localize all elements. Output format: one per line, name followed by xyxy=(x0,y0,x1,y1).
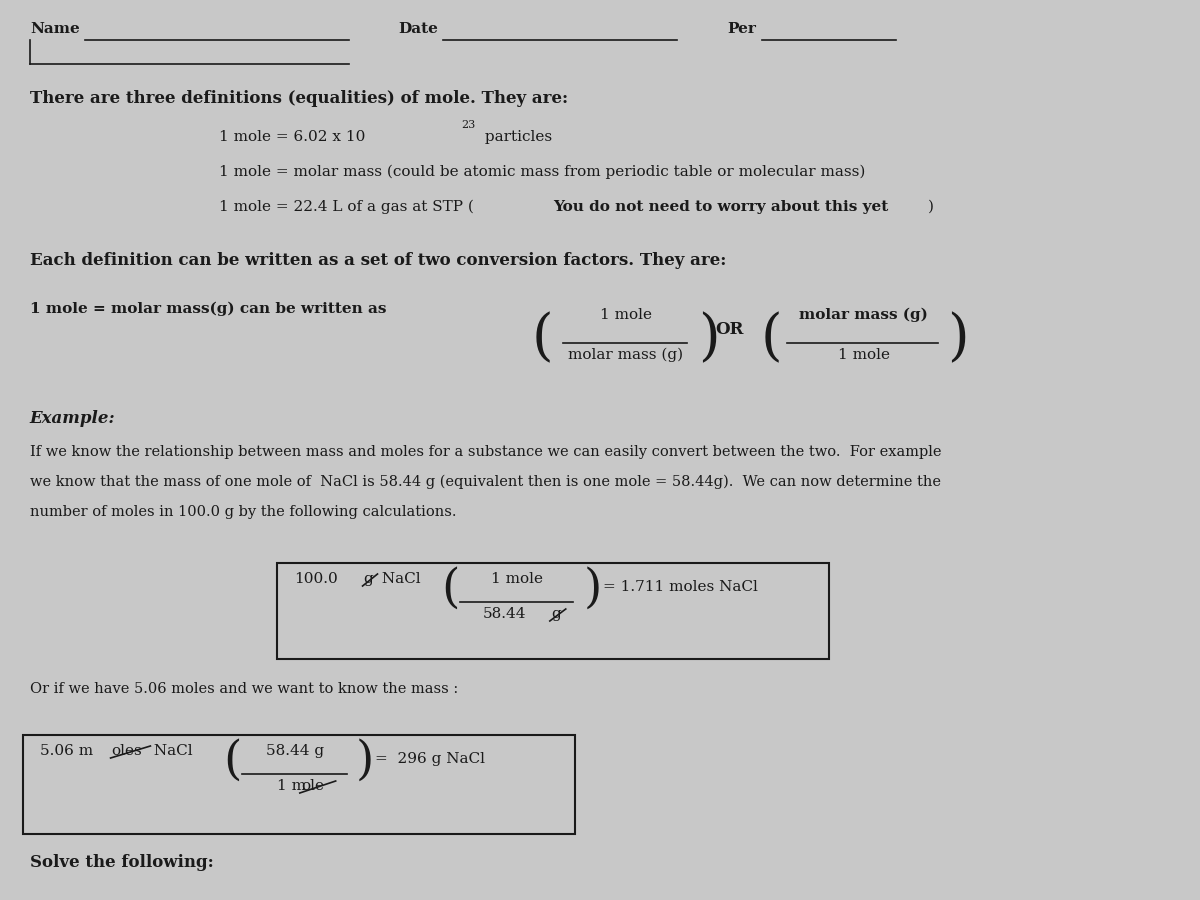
Text: Name: Name xyxy=(30,22,79,36)
Text: molar mass (g): molar mass (g) xyxy=(568,348,683,363)
Text: molar mass (g): molar mass (g) xyxy=(799,308,928,322)
Text: ): ) xyxy=(698,312,720,366)
Text: (: ( xyxy=(532,312,553,366)
Text: we know that the mass of one mole of  NaCl is 58.44 g (equivalent then is one mo: we know that the mass of one mole of NaC… xyxy=(30,475,941,490)
Text: 1 mole: 1 mole xyxy=(838,348,889,362)
Text: NaCl: NaCl xyxy=(377,572,420,586)
Text: 100.0: 100.0 xyxy=(294,572,337,586)
Text: 5.06 m: 5.06 m xyxy=(40,744,92,758)
Text: (: ( xyxy=(761,312,782,366)
Text: ): ) xyxy=(947,312,970,366)
Text: =  296 g NaCl: = 296 g NaCl xyxy=(374,752,485,766)
Text: 58.44: 58.44 xyxy=(484,607,527,621)
Text: (: ( xyxy=(223,738,241,783)
Text: OR: OR xyxy=(715,321,743,338)
Text: 1 mole = molar mass(g) can be written as: 1 mole = molar mass(g) can be written as xyxy=(30,302,386,317)
Text: Solve the following:: Solve the following: xyxy=(30,854,214,871)
Text: 1 mole: 1 mole xyxy=(600,308,652,322)
Text: You do not need to worry about this yet: You do not need to worry about this yet xyxy=(553,200,888,214)
Text: 1 mole = 6.02 x 10: 1 mole = 6.02 x 10 xyxy=(220,130,366,144)
Text: ole: ole xyxy=(301,779,324,793)
Text: g: g xyxy=(364,572,373,586)
Text: 1 mole: 1 mole xyxy=(491,572,542,586)
Text: 23: 23 xyxy=(461,120,475,130)
Text: Each definition can be written as a set of two conversion factors. They are:: Each definition can be written as a set … xyxy=(30,252,726,269)
Text: There are three definitions (equalities) of mole. They are:: There are three definitions (equalities)… xyxy=(30,90,568,107)
Text: Example:: Example: xyxy=(30,410,115,427)
Text: Date: Date xyxy=(398,22,438,36)
Text: Or if we have 5.06 moles and we want to know the mass :: Or if we have 5.06 moles and we want to … xyxy=(30,682,458,696)
Text: ): ) xyxy=(355,738,373,783)
Text: 1 mole = molar mass (could be atomic mass from periodic table or molecular mass): 1 mole = molar mass (could be atomic mas… xyxy=(220,165,865,179)
Text: If we know the relationship between mass and moles for a substance we can easily: If we know the relationship between mass… xyxy=(30,445,941,459)
Text: 58.44 g: 58.44 g xyxy=(265,744,324,758)
Text: number of moles in 100.0 g by the following calculations.: number of moles in 100.0 g by the follow… xyxy=(30,505,456,519)
Text: g: g xyxy=(551,607,560,621)
Text: NaCl: NaCl xyxy=(150,744,193,758)
Text: ): ) xyxy=(583,566,602,611)
Text: 1 mole = 22.4 L of a gas at STP (: 1 mole = 22.4 L of a gas at STP ( xyxy=(220,200,474,214)
Text: oles: oles xyxy=(112,744,143,758)
Text: 1 m: 1 m xyxy=(277,779,306,793)
Text: ): ) xyxy=(929,200,935,214)
Text: = 1.711 moles NaCl: = 1.711 moles NaCl xyxy=(602,580,757,594)
Text: (: ( xyxy=(442,566,460,611)
Text: particles: particles xyxy=(480,130,552,144)
Text: Per: Per xyxy=(727,22,756,36)
